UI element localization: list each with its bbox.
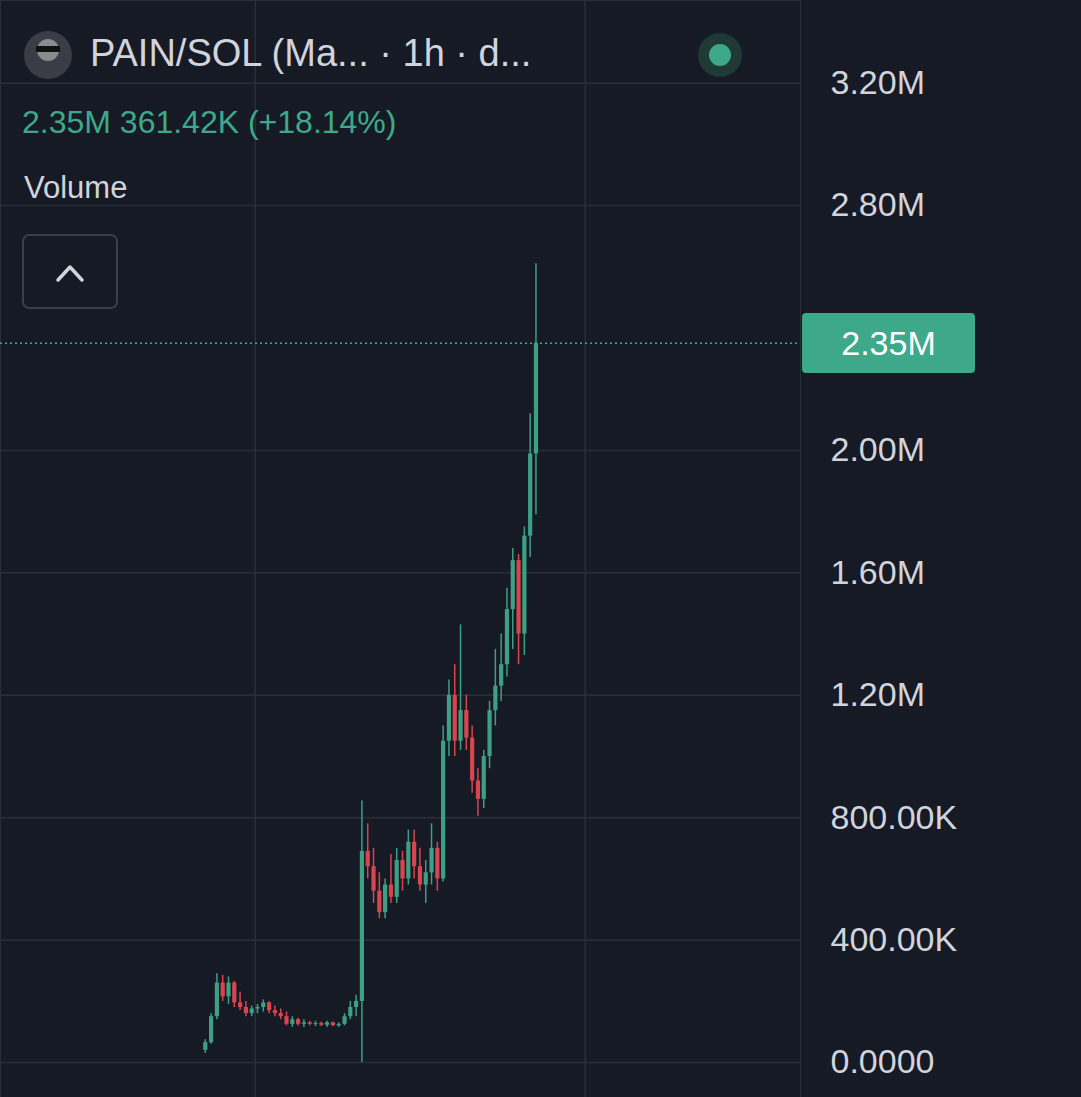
svg-text:1.60M: 1.60M xyxy=(831,553,926,591)
html-text:2.35M: 2.35M xyxy=(841,323,936,362)
svg-text:2.00M: 2.00M xyxy=(831,430,926,468)
svg-text:800.00K: 800.00K xyxy=(831,798,958,836)
html-text:Volume: Volume xyxy=(24,170,128,205)
html-text:PAIN/SOL (Ma... · 1h · d...: PAIN/SOL (Ma... · 1h · d... xyxy=(90,32,532,74)
svg-text:0.0000: 0.0000 xyxy=(831,1042,935,1080)
svg-text:3.20M: 3.20M xyxy=(831,63,926,101)
html-text:2.35M 361.42K (+18.14%): 2.35M 361.42K (+18.14%) xyxy=(22,104,397,140)
svg-text:1.20M: 1.20M xyxy=(831,675,926,713)
svg-text:400.00K: 400.00K xyxy=(831,920,958,958)
svg-text:2.80M: 2.80M xyxy=(831,185,926,223)
